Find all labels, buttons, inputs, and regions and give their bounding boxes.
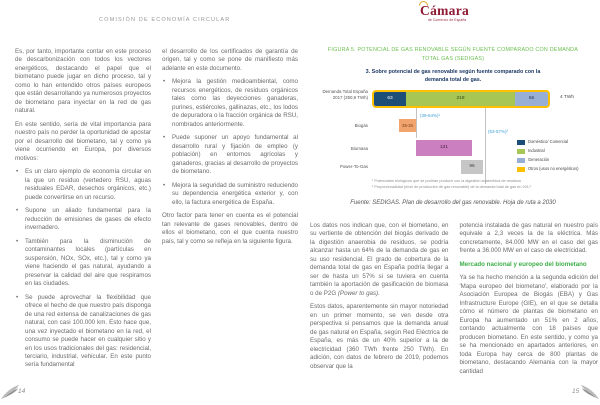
- biogas-bar: 25-34: [399, 119, 416, 133]
- paragraph: potencia instalada de gas natural en nue…: [459, 222, 599, 255]
- paragraph: Es, por tanto, importante contar en este…: [15, 48, 151, 115]
- legend-swatch-otros: [517, 167, 525, 173]
- corner-swoosh-icon: [0, 384, 20, 400]
- legend-label: Doméstico/ Comercial: [528, 139, 569, 145]
- legend-item: Industrial: [517, 148, 589, 155]
- logo-rest: ámara: [430, 3, 470, 18]
- legend-label: Industrial: [528, 148, 545, 154]
- biogas-label: Biogás: [354, 123, 368, 129]
- bullet-item: También para la disminución de contamina…: [15, 238, 151, 289]
- annotation-total-share: (53-57%)²: [488, 129, 509, 135]
- document-header-title: COMISIÓN DE ECONOMÍA CIRCULAR: [99, 17, 231, 23]
- page-number-14: 14: [18, 388, 26, 395]
- page-15-body: Los datos nos indican que, con el biomet…: [310, 222, 598, 398]
- renewable-gas-chart: Demanda Total España 2017 (350,9 TWh) 63…: [320, 89, 592, 193]
- biomasa-label: Biomasa: [350, 146, 368, 152]
- page-15-column-2: potencia instalada de gas natural en nue…: [460, 222, 599, 398]
- biomasa-bar: 131: [416, 140, 472, 157]
- segment-otros-label: 4 TWh: [560, 95, 575, 101]
- legend-item: Otros (usos no energéticos): [517, 166, 589, 173]
- footnote-2: ² Proporcionalidad (nivel de producción …: [372, 185, 531, 190]
- bullet-item: Se puede aprovechar la flexibilidad que …: [15, 294, 151, 370]
- italic-text: (Power to gas).: [337, 289, 380, 297]
- power-to-gas-bar: 96: [461, 160, 483, 175]
- figure-caption-line1: FIGURA 5. POTENCIAL DE GAS RENOVABLE SEG…: [327, 47, 579, 53]
- legend-label: Otros (usos no energéticos): [528, 166, 579, 172]
- footnote-1: ¹ Potenciales biológicos que se podrían …: [372, 179, 522, 184]
- paragraph: En este sentido, sería de vital importan…: [15, 120, 151, 162]
- figure-5: FIGURA 5. POTENCIAL DE GAS RENOVABLE SEG…: [308, 46, 598, 206]
- chart-footnotes: ¹ Potenciales biológicos que se podrían …: [372, 179, 531, 191]
- camara-logo: Cámara de Comercio de España: [417, 0, 490, 22]
- page-15-column-1: Los datos nos indican que, con el biomet…: [310, 222, 449, 398]
- section-heading: Mercado nacional y europeo del biometano: [459, 260, 587, 268]
- chart-title: 3. Sobre potencial de gas renovable segú…: [365, 69, 541, 83]
- page-number-15: 15: [572, 388, 580, 395]
- chart-legend: Doméstico/ Comercial Industrial Generaci…: [517, 139, 589, 175]
- paragraph: Otro factor para tener en cuenta es el p…: [162, 212, 298, 245]
- demand-total-bar: 63 218 66: [372, 90, 550, 109]
- page-14-body: Es, por tanto, importante contar en este…: [15, 48, 298, 390]
- power-to-gas-label: Power-To-Gas: [339, 164, 368, 170]
- logo-initial: C: [420, 3, 431, 18]
- bullet-item: Es un claro ejemplo de economía circular…: [15, 168, 151, 202]
- figure-caption-line2: TOTAL GAS (SEDIGAS): [421, 55, 485, 62]
- demand-bar-label: Demanda Total España 2017 (350,9 TWh): [322, 89, 368, 101]
- paragraph: Los datos nos indican que, con el biomet…: [310, 222, 449, 298]
- figure-source: Fuente: SEDIGAS. Plan de desarrollo del …: [350, 200, 556, 207]
- page-14-column-2: el desarrollo de los certificados de gar…: [162, 48, 298, 390]
- legend-item: Doméstico/ Comercial: [517, 139, 589, 146]
- legend-label: Generación: [528, 157, 550, 163]
- legend-swatch-domestico: [517, 140, 525, 146]
- segment-industrial: 218: [406, 92, 515, 107]
- bullet-item: Puede suponer un apoyo fundamental al de…: [162, 134, 298, 176]
- paragraph: Estos datos, aparentemente sin mayor not…: [310, 303, 449, 370]
- paragraph: Ya se ha hecho mención a la segunda edic…: [459, 274, 599, 375]
- figure-caption: FIGURA 5. POTENCIAL DE GAS RENOVABLE SEG…: [308, 46, 598, 63]
- page-14-column-1: Es, por tanto, importante contar en este…: [15, 48, 151, 390]
- connector-line: [416, 108, 417, 139]
- connector-line: [485, 108, 486, 185]
- segment-generacion: 66: [515, 92, 548, 107]
- legend-item: Generación: [517, 157, 589, 164]
- segment-domestico-comercial: 63: [374, 92, 406, 107]
- logo-subtitle: de Comercio de España: [428, 17, 467, 22]
- bullet-item: Mejora la gestión medioambiental, como r…: [162, 78, 298, 129]
- bullet-item: Mejora la seguridad de suministro reduci…: [162, 182, 298, 207]
- legend-swatch-industrial: [517, 149, 525, 155]
- paragraph-text: Los datos nos indican que, con el biomet…: [310, 222, 449, 297]
- annotation-biogas-share: (39-64%)¹: [420, 113, 441, 119]
- paragraph: el desarrollo de los certificados de gar…: [162, 48, 298, 72]
- logo-wordmark: Cámara: [417, 0, 490, 18]
- legend-swatch-generacion: [517, 158, 525, 164]
- corner-swoosh-icon: [580, 384, 600, 400]
- bullet-item: Supone un aliado fundamental para la red…: [15, 207, 151, 232]
